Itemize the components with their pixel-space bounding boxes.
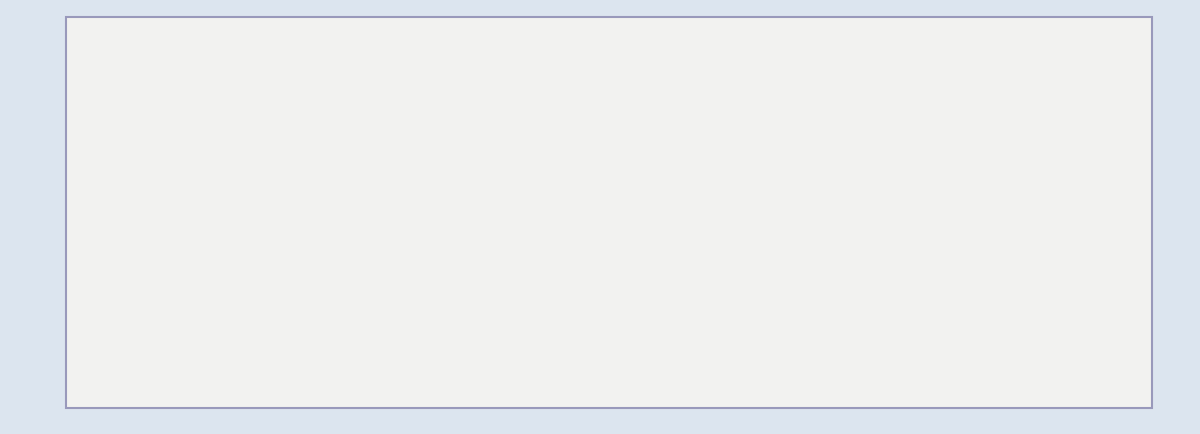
Text: Find the centroid of the region bounded by the graphs of: Find the centroid of the region bounded … bbox=[116, 56, 1084, 88]
Text: $y = x^2$  and  $y = 4.$: $y = x^2$ and $y = 4.$ bbox=[452, 120, 748, 162]
Text: $(\bar{x},\, \bar{y}) = $: $(\bar{x},\, \bar{y}) = $ bbox=[233, 322, 354, 359]
FancyBboxPatch shape bbox=[346, 279, 890, 400]
Text: NOTE: Enter the exact answers.: NOTE: Enter the exact answers. bbox=[102, 199, 557, 226]
Text: $(?,\, ?)$: $(?,\, ?)$ bbox=[414, 322, 497, 357]
